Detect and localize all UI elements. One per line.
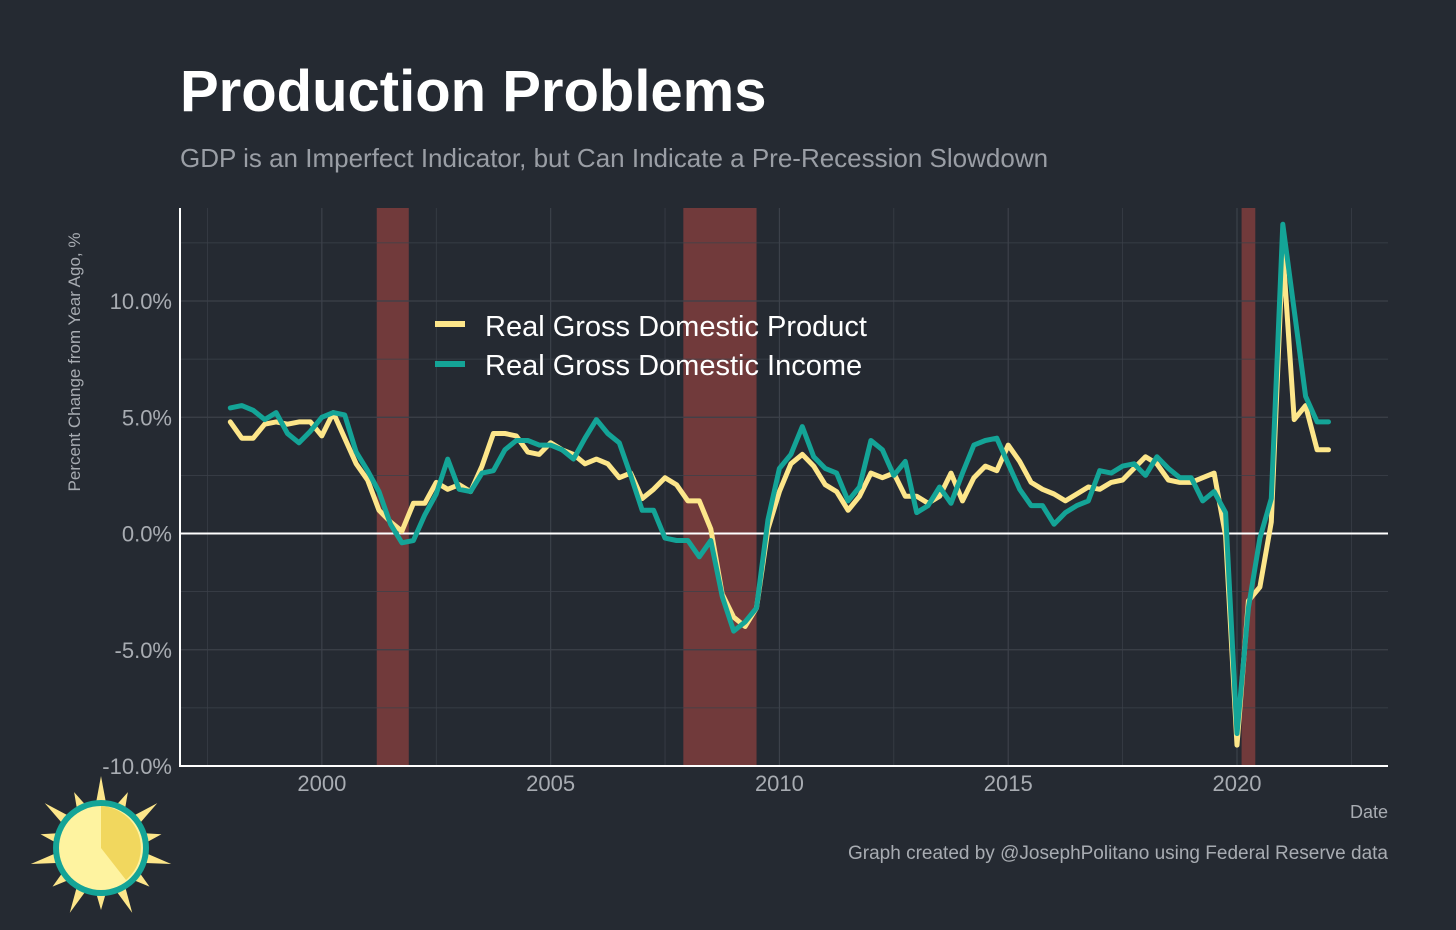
- sun-icon: [30, 776, 172, 913]
- series-line-gdi: [227, 221, 1331, 736]
- y-tick-label: 5.0%: [122, 405, 172, 430]
- y-tick-label: -5.0%: [115, 638, 172, 663]
- y-tick-label: 0.0%: [122, 522, 172, 547]
- legend-label-gdi: Real Gross Domestic Income: [485, 350, 862, 382]
- legend: Real Gross Domestic Product Real Gross D…: [435, 311, 867, 382]
- chart-title: Production Problems: [180, 59, 767, 124]
- y-tick-label: 10.0%: [110, 289, 172, 314]
- recession-band-0: [376, 208, 409, 766]
- series-line-gdp: [227, 247, 1331, 748]
- y-tick-label: -10.0%: [102, 754, 172, 779]
- y-axis-label: Percent Change from Year Ago, %: [65, 233, 84, 492]
- x-tick-label: 2010: [755, 771, 804, 796]
- chart-subtitle: GDP is an Imperfect Indicator, but Can I…: [180, 143, 1049, 173]
- x-tick-label: 2000: [297, 771, 346, 796]
- axes: [179, 208, 1388, 767]
- x-tick-label: 2020: [1213, 771, 1262, 796]
- sun-ray: [95, 776, 107, 805]
- y-tick-labels: -10.0% -5.0% 0.0% 5.0% 10.0%: [102, 289, 172, 779]
- x-tick-label: 2005: [526, 771, 575, 796]
- legend-label-gdp: Real Gross Domestic Product: [485, 311, 867, 343]
- series-lines: [227, 221, 1331, 748]
- recession-bands: [376, 208, 1256, 766]
- x-tick-label: 2015: [984, 771, 1033, 796]
- recession-band-1: [683, 208, 757, 766]
- sun-ray: [95, 891, 107, 910]
- sun-ray: [142, 852, 172, 865]
- sun-ray: [30, 852, 60, 865]
- x-axis-label: Date: [1350, 802, 1388, 822]
- caption: Graph created by @JosephPolitano using F…: [848, 843, 1388, 864]
- x-tick-labels: 2000 2005 2010 2015 2020: [297, 771, 1261, 796]
